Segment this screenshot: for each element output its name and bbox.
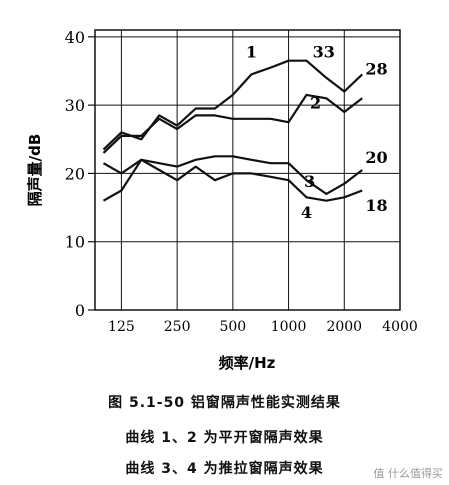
caption-note-casement: 曲线 1、2 为平开窗隔声效果 [125,430,324,446]
x-tick-label: 125 [108,319,135,335]
x-tick-label: 500 [219,319,246,335]
grid [95,30,400,310]
y-tick-label: 40 [65,28,85,47]
series-name-label: 2 [310,94,321,113]
series-name-label: 1 [246,42,257,61]
watermark: 值 什么值得买 [373,467,444,480]
x-tick-label: 250 [164,319,191,335]
y-tick-label: 30 [65,96,85,115]
caption-note-sliding: 曲线 3、4 为推拉窗隔声效果 [125,461,324,477]
series-end-label: 33 [313,42,335,61]
series-name-label: 3 [304,172,315,191]
axis-ticks: 0 10 20 30 40 125 250 500 1000 2000 4000 [65,28,418,335]
y-tick-label: 0 [75,301,85,320]
x-tick-label: 1000 [271,319,307,335]
x-tick-label: 2000 [326,319,362,335]
series-end-label: 20 [365,148,387,167]
series-line-4 [102,158,363,202]
series-line-2 [102,93,363,154]
y-axis-label: 隔声量/dB [26,134,44,207]
y-tick-label: 20 [65,164,85,183]
y-tick-label: 10 [65,233,85,252]
series-line-3 [102,155,363,202]
series-name-label: 4 [301,203,312,222]
series-end-label: 28 [365,59,387,78]
x-tick-label: 4000 [382,319,418,335]
figure-caption: 图 5.1-50 铝窗隔声性能实测结果 [108,395,341,411]
plot-frame [94,29,401,311]
series-end-label: 18 [365,196,387,215]
x-axis-label: 频率/Hz [219,354,276,372]
series-lines [102,59,363,202]
